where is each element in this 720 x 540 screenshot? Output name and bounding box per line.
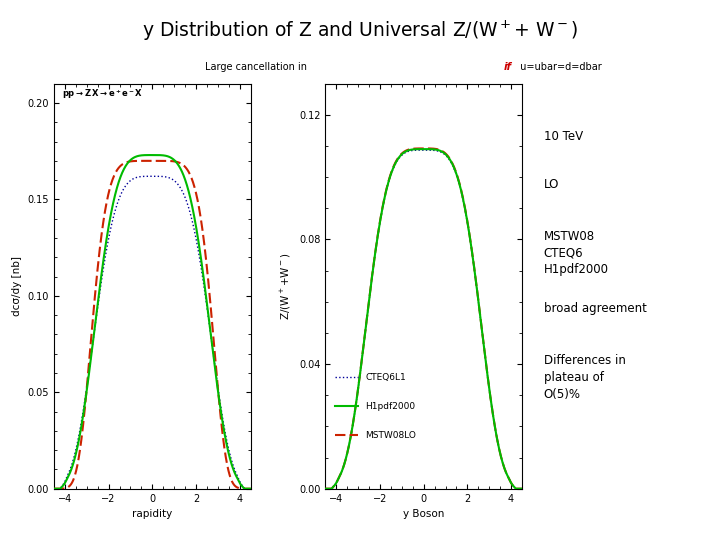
Text: if: if — [504, 62, 512, 72]
Text: LO: LO — [544, 178, 559, 191]
Text: Differences in
plateau of
O(5)%: Differences in plateau of O(5)% — [544, 354, 626, 401]
Text: u=ubar=d=dbar: u=ubar=d=dbar — [517, 62, 602, 72]
Legend: CTEQ6L1, H1pdf2000, MSTW08LO: CTEQ6L1, H1pdf2000, MSTW08LO — [332, 370, 420, 444]
X-axis label: y Boson: y Boson — [403, 509, 444, 519]
X-axis label: rapidity: rapidity — [132, 509, 173, 519]
Y-axis label: dcσ/dy [nb]: dcσ/dy [nb] — [12, 256, 22, 316]
Text: 10 TeV: 10 TeV — [544, 130, 582, 143]
Text: broad agreement: broad agreement — [544, 302, 647, 315]
Text: $\mathbf{pp \rightarrow Z\,X \rightarrow e^+e^-X}$: $\mathbf{pp \rightarrow Z\,X \rightarrow… — [62, 87, 143, 102]
Text: MSTW08
CTEQ6
H1pdf2000: MSTW08 CTEQ6 H1pdf2000 — [544, 230, 608, 276]
Text: Large cancellation in: Large cancellation in — [204, 62, 307, 72]
Text: y Distribution of Z and Universal Z/(W$^+$+ W$^-$): y Distribution of Z and Universal Z/(W$^… — [142, 19, 578, 43]
Y-axis label: Z/(W$^+$+W$^-$): Z/(W$^+$+W$^-$) — [279, 252, 294, 320]
